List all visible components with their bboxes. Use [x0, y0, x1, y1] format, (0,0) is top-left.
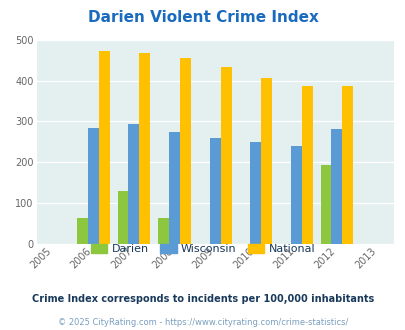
Bar — [260, 78, 271, 244]
Bar — [128, 124, 139, 244]
Bar — [77, 217, 87, 244]
Bar — [168, 132, 179, 244]
Bar — [87, 128, 98, 244]
Bar — [209, 138, 220, 244]
Bar — [117, 191, 128, 244]
Bar — [301, 86, 312, 244]
Bar — [158, 217, 168, 244]
Text: © 2025 CityRating.com - https://www.cityrating.com/crime-statistics/: © 2025 CityRating.com - https://www.city… — [58, 318, 347, 327]
Bar — [179, 58, 190, 244]
Text: Darien Violent Crime Index: Darien Violent Crime Index — [87, 10, 318, 25]
Bar — [98, 51, 109, 244]
Legend: Darien, Wisconsin, National: Darien, Wisconsin, National — [86, 239, 319, 258]
Text: Crime Index corresponds to incidents per 100,000 inhabitants: Crime Index corresponds to incidents per… — [32, 294, 373, 304]
Bar — [341, 86, 352, 244]
Bar — [220, 67, 231, 244]
Bar — [330, 129, 341, 244]
Bar — [290, 146, 301, 244]
Bar — [249, 142, 260, 244]
Bar — [320, 165, 330, 244]
Bar — [139, 53, 150, 244]
